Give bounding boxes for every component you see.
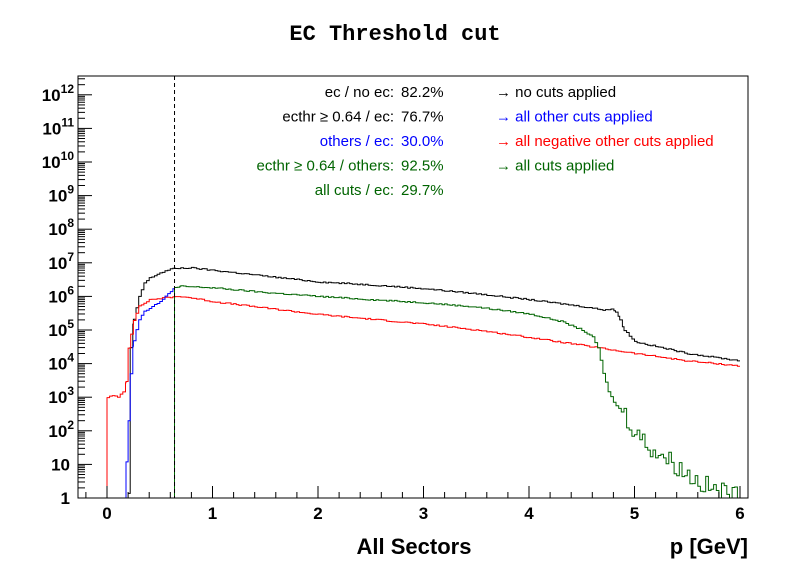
y-tick-label: 1012	[42, 82, 75, 105]
series-black-line	[128, 266, 740, 494]
y-tick-label: 105	[48, 317, 74, 340]
series-blue-line	[123, 288, 175, 499]
stats-box: ec / no ec: 82.2% ecthr ≥ 0.64 / ec: 76.7% o…	[257, 84, 444, 199]
x-tick-label: 1	[208, 504, 217, 523]
legend-entry: → all other cuts applied	[496, 109, 653, 126]
y-tick-label: 107	[48, 250, 74, 273]
chart-title: EC Threshold cut	[289, 22, 500, 47]
stat-label: ec / no ec:	[325, 84, 394, 101]
y-tick-label: 106	[48, 283, 74, 306]
legend: → no cuts applied → all other cuts applie…	[496, 84, 714, 175]
stat-value: 29.7%	[401, 182, 444, 199]
stat-label: ecthr ≥ 0.64 / others:	[257, 158, 394, 175]
y-tick-label: 10	[51, 455, 70, 474]
y-axis: 1 10 102 103 104 105 106 107 108 109 1010 1011 1012	[42, 78, 92, 508]
x-tick-label: 2	[313, 504, 322, 523]
x-axis-label: p [GeV]	[670, 534, 748, 559]
y-tick-label: 1011	[42, 115, 74, 138]
plot-frame	[77, 75, 749, 499]
x-axis: 0 1 2 3 4 5 6	[85, 486, 745, 523]
y-tick-label: 104	[48, 351, 74, 374]
series-layer	[106, 266, 740, 499]
y-tick-label: 102	[48, 418, 74, 441]
legend-entry: → all negative other cuts applied	[496, 133, 714, 150]
legend-entry: → all cuts applied	[496, 158, 614, 175]
stat-value: 30.0%	[401, 133, 444, 150]
stat-label: ecthr ≥ 0.64 / ec:	[282, 109, 394, 126]
stat-label: others / ec:	[320, 133, 394, 150]
x-tick-label: 5	[630, 504, 639, 523]
stat-value: 92.5%	[401, 158, 444, 175]
y-tick-label: 108	[48, 216, 74, 239]
stat-label: all cuts / ec:	[315, 182, 394, 199]
y-tick-label: 1010	[42, 149, 75, 172]
y-tick-label: 103	[48, 384, 74, 407]
series-green-line	[174, 285, 740, 499]
stat-value: 76.7%	[401, 109, 444, 126]
sector-label: All Sectors	[357, 534, 472, 559]
x-tick-label: 0	[102, 504, 111, 523]
series-red-line	[106, 296, 740, 498]
x-tick-label: 3	[419, 504, 428, 523]
stat-value: 82.2%	[401, 84, 444, 101]
x-tick-label: 4	[524, 504, 534, 523]
y-tick-label: 109	[48, 183, 74, 206]
y-tick-label: 1	[61, 489, 70, 508]
legend-entry: → no cuts applied	[496, 84, 616, 101]
x-tick-label: 6	[735, 504, 744, 523]
